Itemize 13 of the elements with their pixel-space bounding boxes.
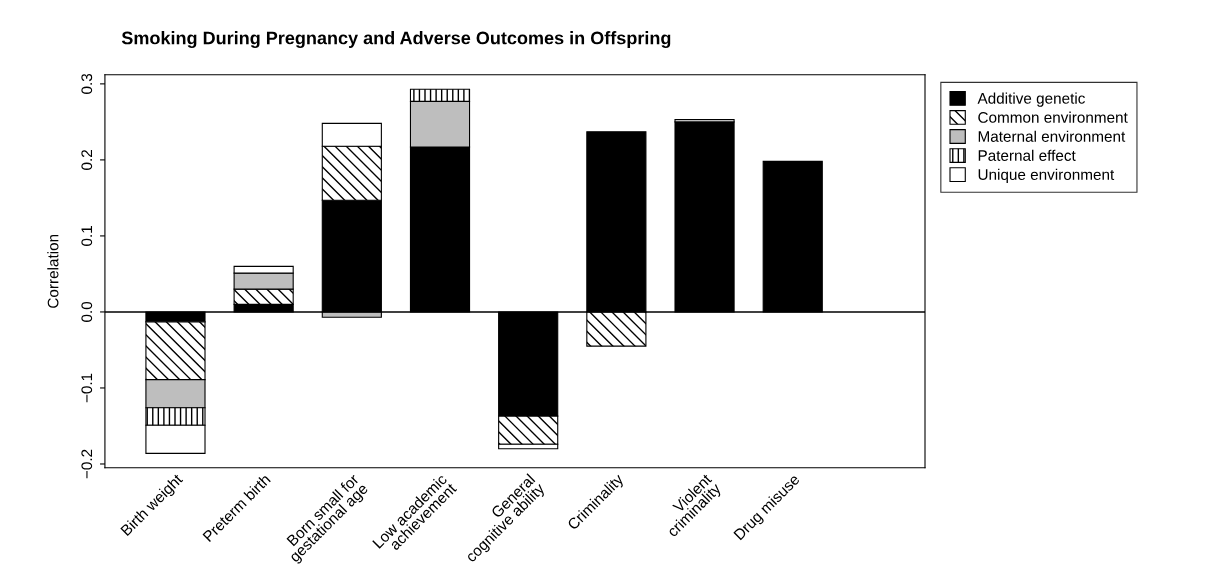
y-tick-label: 0.1 [81, 226, 93, 246]
legend-label: Maternal environment [978, 130, 1126, 142]
y-axis-title: Correlation [47, 234, 59, 308]
legend-label: Common environment [978, 111, 1128, 123]
y-tick-label: 0.2 [81, 150, 93, 170]
legend-label: Additive genetic [977, 92, 1085, 107]
legend-label: Paternal effect [978, 149, 1076, 161]
y-tick-label: 0.3 [81, 73, 93, 94]
y-tick-label: −0.1 [81, 373, 93, 403]
y-tick-label: 0.0 [81, 301, 93, 322]
legend-label: Unique environment [978, 168, 1115, 184]
y-tick-label: −0.2 [81, 449, 93, 479]
chart-title: Smoking During Pregnancy and Adverse Outcomes in Offspring [121, 31, 671, 49]
